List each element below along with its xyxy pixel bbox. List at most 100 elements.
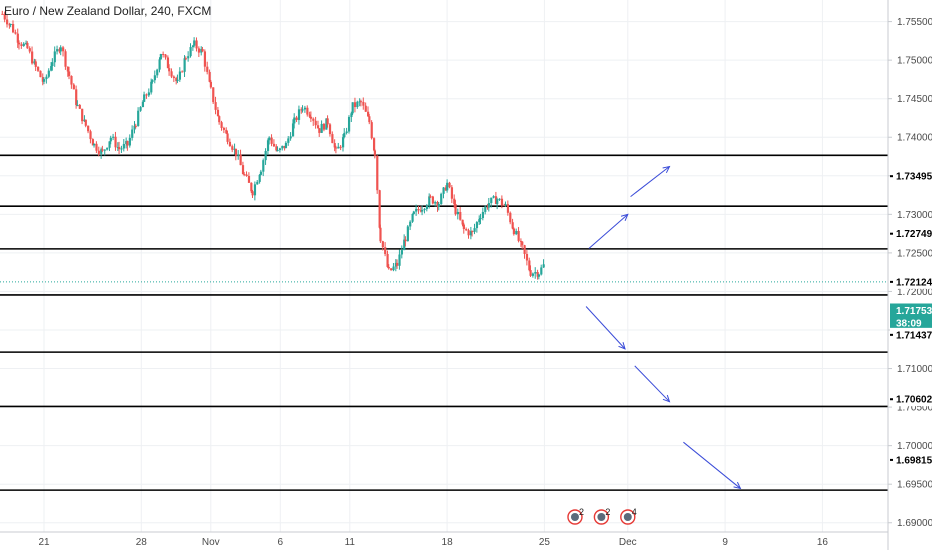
candle-body — [534, 272, 537, 274]
candle-body — [492, 196, 495, 198]
event-marker-count: 4 — [632, 507, 637, 517]
price-labels: 1.73495 1.72749 1.72124 1.71753 38:091.71437… — [890, 169, 932, 467]
price-label-tick — [890, 458, 893, 461]
candle-body — [187, 56, 190, 59]
candle-body — [62, 47, 65, 52]
candle-body — [162, 53, 165, 55]
candle-body — [175, 78, 178, 82]
candle-body — [64, 51, 67, 67]
candle-body — [318, 128, 321, 133]
price-label-box — [890, 316, 932, 331]
candle-body — [17, 42, 21, 45]
candle-body — [133, 125, 136, 130]
candle-body — [475, 222, 479, 229]
x-tick-label: 16 — [817, 537, 829, 548]
candle-body — [100, 149, 103, 154]
candle-body — [72, 84, 75, 90]
candle-body — [58, 49, 61, 52]
candle-body — [43, 79, 46, 82]
candle-body — [515, 230, 518, 235]
candle-body — [70, 75, 73, 85]
candle-body — [278, 148, 282, 151]
candle-body — [56, 49, 59, 52]
price-label-text: 1.69815 — [896, 455, 932, 466]
candle-body — [392, 266, 395, 271]
candle-body — [256, 181, 259, 185]
candle-body — [81, 108, 84, 122]
event-marker-dot — [623, 513, 632, 521]
candle-body — [417, 208, 420, 211]
candle-body — [93, 143, 96, 146]
candle-body — [114, 136, 117, 148]
candle-body — [456, 211, 460, 215]
candle-body — [428, 196, 431, 206]
candle-body — [172, 76, 176, 79]
candle-body — [454, 204, 457, 215]
candle-body — [284, 142, 288, 149]
candle-body — [103, 149, 106, 151]
candle-body — [153, 75, 156, 81]
candle-body — [333, 143, 336, 148]
candle-body — [31, 51, 34, 64]
candle-body — [147, 92, 151, 96]
candle-body — [465, 229, 468, 231]
candle-body — [540, 267, 543, 275]
candle-body — [500, 198, 504, 206]
candle-body — [291, 123, 295, 137]
candle-body — [191, 45, 195, 48]
candle-body — [272, 143, 276, 147]
candle-body — [473, 228, 476, 232]
candle-body — [498, 198, 501, 200]
candle-body — [487, 203, 490, 208]
candle-body — [195, 40, 198, 49]
candle-body — [429, 196, 432, 198]
x-tick-label: Dec — [619, 537, 637, 548]
y-tick-label: 1.75500 — [897, 17, 932, 28]
arrow-head — [620, 213, 629, 221]
candle-body — [353, 102, 357, 108]
event-marker-dot — [570, 513, 579, 521]
candle-body — [28, 48, 31, 52]
candle-body — [331, 134, 334, 144]
candle-body — [141, 101, 145, 108]
candle-body — [168, 68, 171, 72]
candle-body — [39, 70, 42, 78]
y-tick-label: 1.70500 — [897, 403, 932, 414]
candle-body — [308, 114, 311, 117]
candle-body — [450, 187, 454, 199]
candle-body — [528, 260, 531, 271]
candle-body — [178, 71, 182, 80]
price-label-text: 1.70602 — [896, 395, 932, 406]
candle-body — [68, 71, 71, 76]
y-tick-label: 1.69000 — [897, 518, 932, 529]
candle-body — [503, 205, 506, 207]
candle-body — [484, 206, 487, 212]
candle-body — [446, 182, 449, 191]
price-label-box — [890, 452, 932, 467]
candle-body — [479, 218, 482, 220]
candle-body — [325, 118, 328, 130]
candle-body — [509, 212, 512, 223]
candle-body — [131, 129, 134, 138]
price-label-tick — [890, 280, 893, 283]
candle-body — [394, 262, 398, 267]
candle-body — [101, 149, 104, 151]
candle-body — [247, 176, 251, 183]
candle-body — [306, 107, 309, 115]
candle-body — [245, 174, 248, 177]
chart-title: Euro / New Zealand Dollar, 240, FXCM — [4, 4, 212, 18]
candle-body — [531, 273, 535, 276]
candle-body — [490, 197, 493, 204]
candle-body — [89, 131, 92, 140]
event-marker-count: 2 — [605, 507, 610, 517]
candle-body — [381, 241, 384, 248]
y-tick-label: 1.72000 — [897, 287, 932, 298]
candle-body — [120, 148, 123, 150]
candle-body — [53, 51, 56, 63]
candle-body — [237, 154, 240, 156]
candle-body — [436, 202, 439, 207]
candle-body — [537, 274, 541, 277]
candle-body — [486, 206, 489, 208]
candle-body — [400, 250, 403, 255]
